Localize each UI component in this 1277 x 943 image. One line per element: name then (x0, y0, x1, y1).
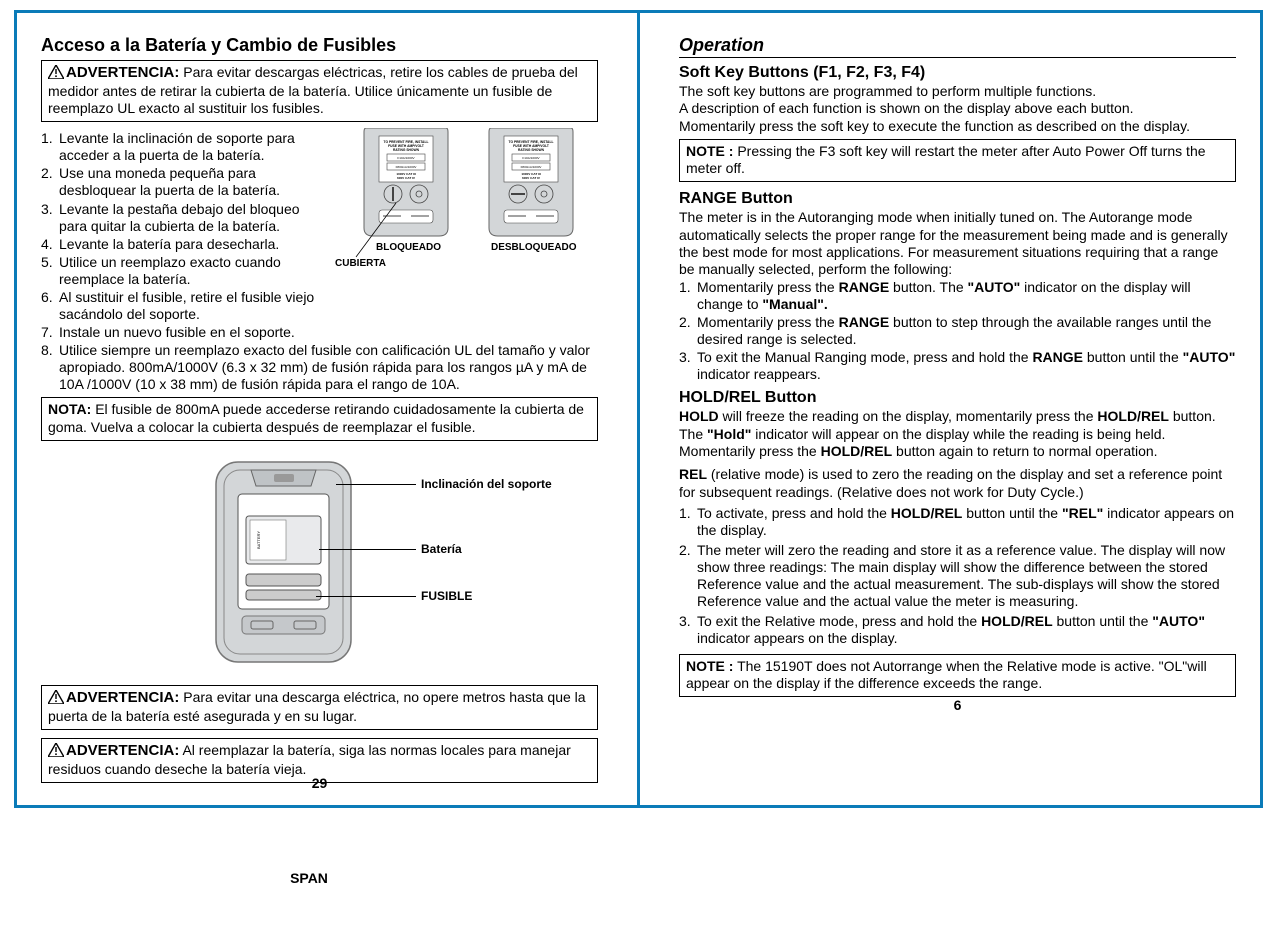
note-label: NOTE : (686, 658, 733, 674)
meter-unlocked-figure: TO PREVENT FIRE, INSTALL FUSE WITH AMP/V… (486, 128, 576, 238)
range-heading: RANGE Button (679, 190, 1236, 208)
warning-label: ADVERTENCIA: (66, 689, 179, 706)
svg-text:RATING SHOWN: RATING SHOWN (393, 148, 420, 152)
warning-icon (48, 743, 64, 761)
page-number-left: 29 (17, 775, 622, 791)
label-fusible: FUSIBLE (421, 589, 472, 603)
softkey-heading: Soft Key Buttons (F1, F2, F3, F4) (679, 64, 1236, 82)
range-step-2: Momentarily press the RANGE button to st… (697, 314, 1236, 348)
warning-icon (48, 65, 64, 83)
nota-label: NOTA: (48, 401, 91, 417)
leader-line-cubierta (346, 195, 401, 260)
note-box-1: NOTE : Pressing the F3 soft key will res… (679, 139, 1236, 182)
footer-label: SPAN (0, 870, 618, 886)
label-desbloqueado: DESBLOQUEADO (491, 242, 577, 253)
softkey-p3: Momentarily press the soft key to execut… (679, 118, 1236, 135)
note-text: Pressing the F3 soft key will restart th… (686, 143, 1206, 176)
rel-step-1: To activate, press and hold the HOLD/REL… (697, 505, 1236, 539)
step-4: Levante la batería para desecharla. (59, 236, 331, 253)
hold-paragraph: HOLD will freeze the reading on the disp… (679, 408, 1236, 460)
softkey-p2: A description of each function is shown … (679, 100, 1236, 117)
note-box-2: NOTE : The 15190T does not Autorrange wh… (679, 654, 1236, 697)
step-2: Use una moneda pequeña para desbloquear … (59, 165, 331, 199)
range-paragraph: The meter is in the Autoranging mode whe… (679, 209, 1236, 278)
rel-paragraph: REL (relative mode) is used to zero the … (679, 466, 1236, 501)
operation-title: Operation (679, 35, 1236, 58)
page-frame: Acceso a la Batería y Cambio de Fusibles… (14, 10, 1263, 808)
nota-box: NOTA: El fusible de 800mA puede acceders… (41, 397, 598, 440)
range-steps: 1. Momentarily press the RANGE button. T… (679, 279, 1236, 383)
svg-text:600V CAT IV: 600V CAT IV (397, 176, 416, 180)
svg-text:F800mA/1000V: F800mA/1000V (521, 165, 542, 169)
range-step-1: Momentarily press the RANGE button. The … (697, 279, 1236, 313)
note-label: NOTE : (686, 143, 733, 159)
battery-compartment-figure: BATTERY Inclinación del soporte Batería … (41, 449, 598, 679)
svg-text:F10A/1000V: F10A/1000V (397, 156, 415, 160)
step-6: Al sustituir el fusible, retire el fusib… (59, 289, 331, 323)
page-number-right: 6 (655, 697, 1260, 713)
step-7: Instale un nuevo fusible en el soporte. (59, 324, 331, 341)
battery-step-8: 8.Utilice siempre un reemplazo exacto de… (41, 342, 598, 393)
rel-step-2: The meter will zero the reading and stor… (697, 542, 1236, 610)
warning-icon (48, 690, 64, 708)
column-divider (637, 13, 640, 805)
step-1: Levante la inclinación de soporte para a… (59, 130, 331, 164)
holdrel-heading: HOLD/REL Button (679, 389, 1236, 407)
svg-text:600V CAT IV: 600V CAT IV (522, 176, 541, 180)
svg-text:F10A/1000V: F10A/1000V (522, 156, 540, 160)
right-column: Operation Soft Key Buttons (F1, F2, F3, … (655, 13, 1260, 719)
left-column: Acceso a la Batería y Cambio de Fusibles… (17, 13, 622, 797)
warning-label: ADVERTENCIA: (66, 64, 179, 81)
step-8: Utilice siempre un reemplazo exacto del … (59, 342, 598, 393)
battery-steps-1-7: 1.Levante la inclinación de soporte para… (41, 130, 331, 341)
warning-box-2: ADVERTENCIA: Para evitar una descarga el… (41, 685, 598, 730)
warning-box-1: ADVERTENCIA: Para evitar descargas eléct… (41, 60, 598, 122)
rel-step-3: To exit the Relative mode, press and hol… (697, 613, 1236, 647)
nota-text: El fusible de 800mA puede accederse reti… (48, 401, 584, 434)
softkey-p1: The soft key buttons are programmed to p… (679, 83, 1236, 100)
range-step-3: To exit the Manual Ranging mode, press a… (697, 349, 1236, 383)
warning-label: ADVERTENCIA: (66, 742, 179, 759)
left-title: Acceso a la Batería y Cambio de Fusibles (41, 35, 598, 56)
svg-text:BATTERY: BATTERY (256, 530, 261, 548)
rel-steps: 1. To activate, press and hold the HOLD/… (679, 505, 1236, 648)
note-text: The 15190T does not Autorrange when the … (686, 658, 1207, 691)
step-3: Levante la pestaña debajo del bloqueo pa… (59, 201, 331, 235)
svg-text:F800mA/1000V: F800mA/1000V (396, 165, 417, 169)
label-bateria: Batería (421, 542, 462, 556)
step-5: Utilice un reemplazo exacto cuando reemp… (59, 254, 331, 288)
svg-text:RATING SHOWN: RATING SHOWN (518, 148, 545, 152)
label-inclinacion: Inclinación del soporte (421, 477, 552, 491)
